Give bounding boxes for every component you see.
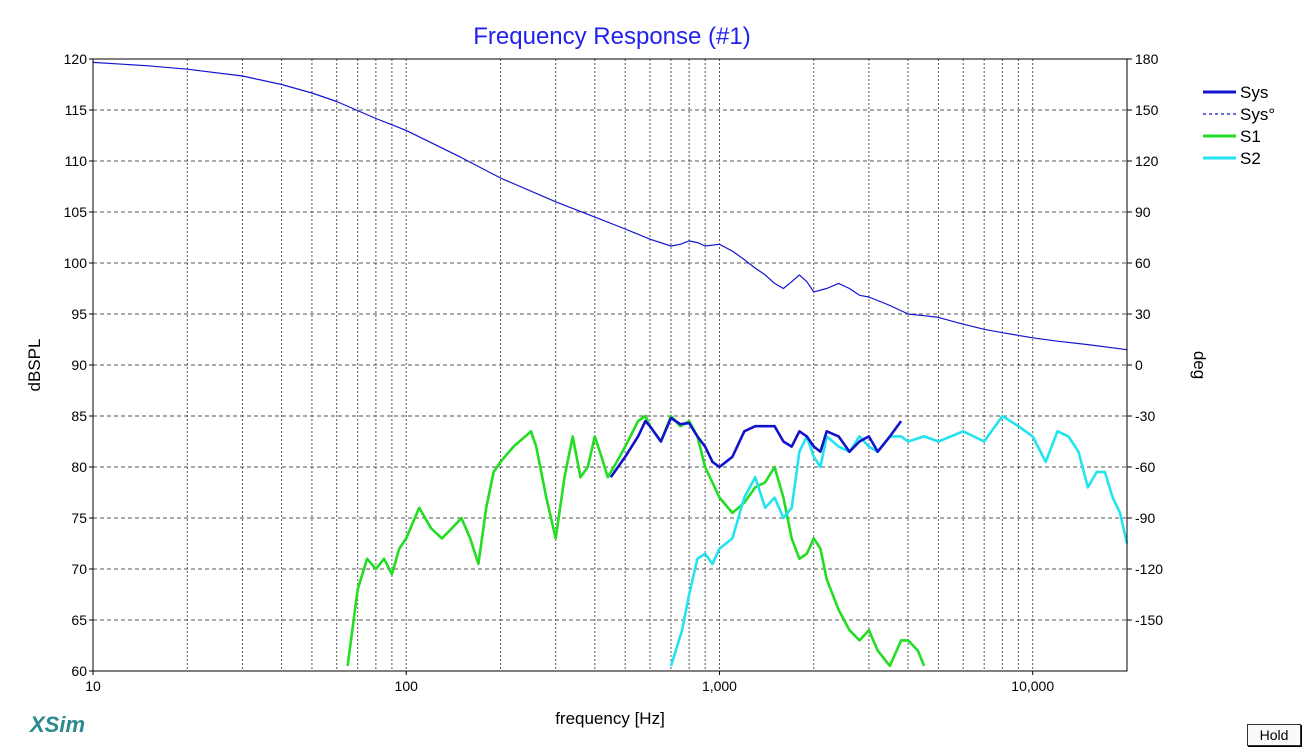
y2-tick-label: -60 xyxy=(1135,459,1155,475)
series-line-sys-phase xyxy=(92,61,1128,351)
chart-title: Frequency Response (#1) xyxy=(473,23,750,50)
grid-layer xyxy=(93,59,1127,671)
y2-tick-label: 180 xyxy=(1135,51,1159,67)
series-layer xyxy=(92,61,1129,668)
y2-tick-label: 30 xyxy=(1135,306,1151,322)
y-tick-label: 105 xyxy=(64,204,88,220)
series-line-s1 xyxy=(346,414,926,668)
y-tick-label: 60 xyxy=(71,663,87,679)
y-tick-label: 100 xyxy=(64,255,88,271)
y-tick-label: 120 xyxy=(64,51,88,67)
y-tick-label: 70 xyxy=(71,561,87,577)
y2-tick-label: 150 xyxy=(1135,102,1159,118)
y-tick-label: 115 xyxy=(65,102,88,118)
series-line-sys xyxy=(609,416,903,478)
x-tick-label: 1,000 xyxy=(702,678,737,694)
hold-button[interactable]: Hold xyxy=(1247,724,1301,746)
y2-tick-label: 90 xyxy=(1135,204,1151,220)
y-tick-label: 75 xyxy=(71,510,87,526)
legend-label: S2 xyxy=(1240,149,1261,168)
y2-tick-label: -90 xyxy=(1135,510,1155,526)
y2-axis-label: deg xyxy=(1190,351,1209,379)
y2-tick-label: -150 xyxy=(1135,612,1163,628)
legend-label: S1 xyxy=(1240,127,1261,146)
y-tick-label: 85 xyxy=(71,408,87,424)
x-tick-label: 10 xyxy=(85,678,101,694)
x-tick-label: 10,000 xyxy=(1011,678,1054,694)
brand-logo: XSim xyxy=(30,712,86,737)
y-tick-label: 65 xyxy=(71,612,87,628)
y2-tick-label: -30 xyxy=(1135,408,1155,424)
legend-label: Sys xyxy=(1240,83,1268,102)
x-axis-label: frequency [Hz] xyxy=(555,709,665,728)
y2-tick-label: 120 xyxy=(1135,153,1159,169)
x-tick-label: 100 xyxy=(395,678,419,694)
legend: Sys Sys° S1 S2 xyxy=(1203,83,1275,168)
y-tick-label: 95 xyxy=(71,306,87,322)
y-tick-label: 80 xyxy=(71,459,87,475)
legend-label: Sys° xyxy=(1240,105,1275,124)
y-tick-label: 110 xyxy=(65,153,88,169)
y-axis-label: dBSPL xyxy=(25,339,44,392)
series-line-s2 xyxy=(669,414,1129,667)
y2-tick-label: -120 xyxy=(1135,561,1163,577)
y-tick-label: 90 xyxy=(71,357,87,373)
y2-tick-label: 60 xyxy=(1135,255,1151,271)
y2-tick-label: 0 xyxy=(1135,357,1143,373)
